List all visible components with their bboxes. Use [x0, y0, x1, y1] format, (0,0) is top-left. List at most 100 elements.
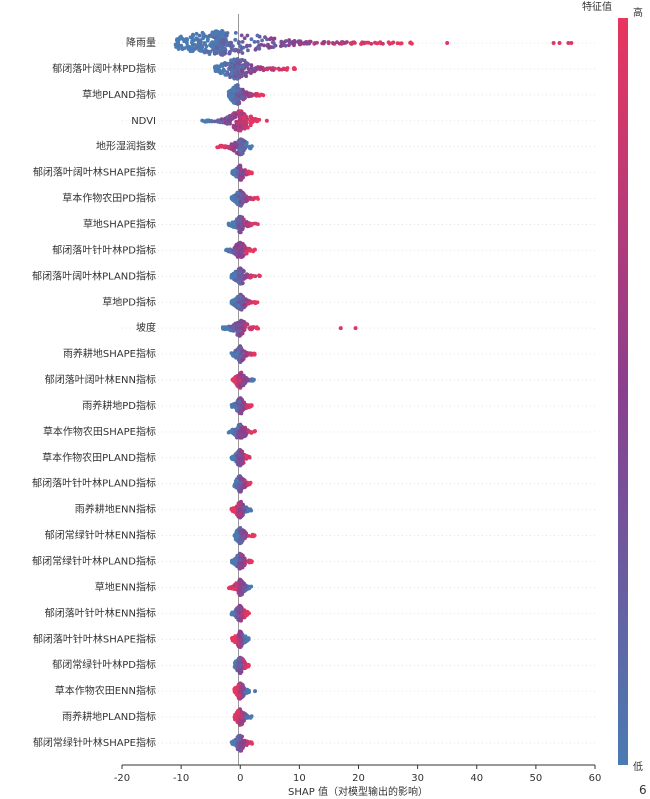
shap-point — [248, 92, 253, 96]
shap-point — [242, 479, 247, 484]
shap-point — [237, 40, 241, 44]
shap-point — [237, 721, 242, 726]
shap-point — [228, 43, 232, 48]
shap-point — [198, 49, 203, 53]
shap-point — [381, 41, 385, 46]
shap-point — [238, 175, 243, 180]
shap-point — [235, 84, 240, 89]
shap-point — [233, 140, 237, 145]
shap-point — [222, 50, 227, 54]
shap-point — [241, 299, 246, 304]
shap-point — [238, 558, 243, 563]
feature-label: 郁闭落叶阔叶林SHAPE指标 — [33, 166, 156, 179]
shap-point — [236, 456, 241, 460]
shap-point — [250, 120, 255, 125]
shap-point — [322, 40, 327, 44]
shap-point — [203, 119, 208, 124]
shap-point — [238, 319, 243, 324]
shap-point — [234, 144, 238, 149]
shap-point — [256, 39, 260, 44]
shap-point — [234, 352, 239, 356]
shap-point — [236, 303, 241, 308]
shap-point — [245, 170, 249, 175]
shap-point — [234, 65, 239, 69]
shap-point — [215, 51, 220, 55]
shap-point — [238, 345, 243, 350]
shap-point — [241, 115, 246, 120]
shap-point — [249, 115, 253, 120]
shap-point — [398, 41, 403, 46]
shap-point — [238, 116, 243, 120]
shap-point — [223, 73, 228, 77]
shap-point — [237, 294, 242, 299]
colorbar-high-label: 高 — [633, 6, 643, 19]
shap-point — [238, 128, 243, 133]
shap-point — [207, 33, 212, 38]
shap-point — [244, 142, 249, 147]
feature-row-points — [232, 474, 253, 494]
shap-point — [227, 51, 232, 56]
shap-point — [239, 138, 244, 143]
shap-point — [246, 301, 251, 306]
shap-point — [237, 429, 242, 434]
shap-point — [234, 252, 239, 257]
shap-point — [223, 35, 228, 40]
shap-point — [229, 507, 234, 512]
shap-point — [238, 503, 243, 507]
shap-point — [238, 476, 243, 481]
feature-label: 降雨量 — [126, 36, 156, 49]
shap-point — [237, 738, 242, 742]
shap-point — [175, 37, 180, 41]
shap-point — [240, 51, 245, 55]
shap-point — [235, 88, 240, 93]
feature-row-points — [232, 655, 251, 676]
shap-point — [230, 112, 235, 117]
feature-row-points — [229, 344, 257, 364]
shap-point — [230, 610, 235, 615]
x-tick-label: 20 — [352, 773, 365, 784]
shap-point — [235, 59, 240, 64]
shap-point — [252, 196, 257, 201]
shap-point — [219, 117, 224, 121]
shap-point — [218, 68, 222, 73]
shap-point — [273, 66, 277, 71]
shap-point — [231, 194, 236, 199]
shap-point — [253, 66, 258, 71]
shap-point — [220, 52, 224, 57]
shap-point — [229, 224, 234, 228]
shap-point — [235, 554, 240, 558]
shap-point — [408, 40, 413, 45]
shap-point — [215, 64, 220, 68]
shap-point — [235, 484, 239, 488]
shap-point — [195, 37, 200, 42]
feature-row-points — [229, 551, 254, 571]
shap-point — [240, 40, 245, 44]
shap-point — [232, 60, 236, 64]
shap-point — [190, 40, 194, 45]
shap-point — [247, 221, 252, 226]
shap-point — [240, 281, 245, 285]
shap-point — [279, 39, 284, 44]
shap-point — [205, 49, 210, 54]
shap-point — [200, 30, 205, 35]
shap-point — [229, 58, 233, 63]
shap-point — [236, 423, 241, 428]
shap-point — [245, 33, 250, 38]
shap-point — [239, 58, 244, 62]
shap-point — [213, 68, 218, 72]
feature-label: 郁闭落叶阔叶林PD指标 — [52, 62, 156, 75]
shap-point — [216, 29, 220, 34]
feature-row-points — [232, 707, 254, 727]
shap-point — [229, 72, 234, 76]
shap-point — [352, 40, 356, 45]
shap-point — [233, 38, 238, 42]
feature-row-points — [232, 681, 258, 701]
feature-row-points — [229, 733, 255, 753]
feature-label: 郁闭落叶阔叶林PLAND指标 — [32, 269, 156, 282]
shap-point — [304, 40, 309, 44]
shap-point — [257, 117, 262, 122]
shap-point — [239, 193, 244, 198]
shap-point — [238, 528, 243, 533]
shap-point — [238, 396, 243, 401]
